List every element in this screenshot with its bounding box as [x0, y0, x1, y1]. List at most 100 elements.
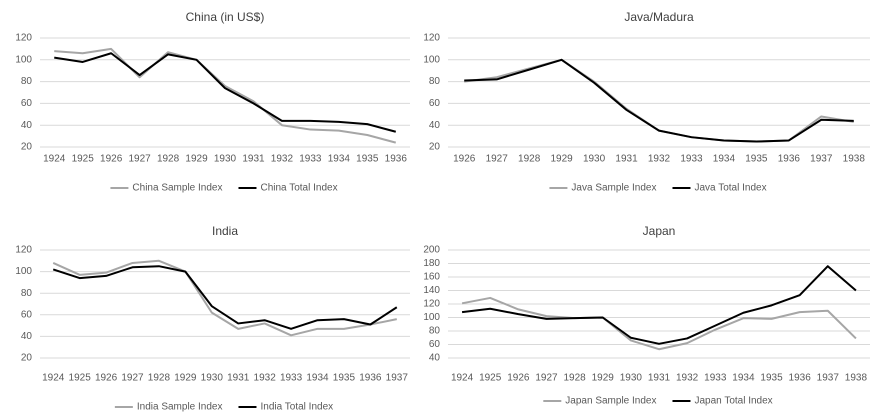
- x-tick-label: 1924: [451, 373, 474, 384]
- x-tick-label: 1928: [518, 154, 541, 165]
- x-tick-label: 1938: [845, 373, 868, 384]
- legend-label: Java Sample Index: [571, 183, 656, 194]
- x-tick-label: 1931: [615, 154, 638, 165]
- series-line: [52, 259, 397, 337]
- chart-title: Java/Madura: [624, 10, 694, 24]
- y-tick-label: 80: [429, 326, 441, 337]
- x-tick-label: 1934: [732, 373, 755, 384]
- x-tick-label: 1926: [95, 373, 118, 384]
- x-tick-label: 1935: [760, 373, 783, 384]
- y-tick-label: 100: [15, 266, 32, 277]
- x-tick-label: 1936: [385, 154, 408, 165]
- y-tick-label: 80: [21, 288, 33, 299]
- y-tick-label: 100: [423, 312, 440, 323]
- y-tick-label: 100: [423, 54, 440, 65]
- x-tick-label: 1937: [810, 154, 833, 165]
- x-tick-label: 1926: [100, 154, 123, 165]
- y-tick-label: 20: [21, 353, 33, 364]
- legend-label: Japan Sample Index: [565, 396, 656, 407]
- x-tick-label: 1928: [157, 154, 180, 165]
- chart-title: China (in US$): [186, 10, 265, 24]
- y-tick-label: 120: [423, 33, 440, 44]
- y-tick-label: 60: [429, 98, 441, 109]
- chart-title: India: [212, 224, 238, 238]
- series-line: [461, 265, 857, 345]
- y-tick-label: 80: [21, 76, 33, 87]
- legend-label: India Sample Index: [137, 402, 223, 413]
- x-tick-label: 1936: [778, 154, 801, 165]
- x-tick-label: 1933: [280, 373, 303, 384]
- x-tick-label: 1924: [43, 154, 66, 165]
- legend-label: China Total Index: [260, 183, 337, 194]
- x-tick-label: 1929: [185, 154, 208, 165]
- legend-label: China Sample Index: [132, 183, 222, 194]
- legend-label: Java Total Index: [694, 183, 766, 194]
- x-tick-label: 1926: [507, 373, 530, 384]
- x-tick-label: 1930: [214, 154, 237, 165]
- x-tick-label: 1934: [306, 373, 329, 384]
- series-line: [464, 58, 854, 143]
- y-tick-label: 200: [423, 245, 440, 256]
- y-tick-label: 60: [429, 339, 441, 350]
- x-tick-label: 1930: [620, 373, 643, 384]
- y-tick-label: 120: [423, 299, 440, 310]
- x-tick-label: 1934: [328, 154, 351, 165]
- series-line: [52, 265, 398, 330]
- x-tick-label: 1933: [704, 373, 727, 384]
- y-tick-label: 40: [429, 120, 441, 131]
- x-tick-label: 1925: [72, 154, 95, 165]
- x-tick-label: 1930: [583, 154, 606, 165]
- x-tick-label: 1936: [359, 373, 382, 384]
- y-tick-label: 40: [21, 331, 33, 342]
- y-tick-label: 60: [21, 309, 33, 320]
- x-tick-label: 1938: [843, 154, 866, 165]
- series-line: [54, 47, 397, 144]
- x-tick-label: 1932: [271, 154, 294, 165]
- y-tick-label: 40: [429, 353, 441, 364]
- x-tick-label: 1931: [648, 373, 671, 384]
- x-tick-label: 1928: [148, 373, 171, 384]
- x-tick-label: 1936: [789, 373, 812, 384]
- x-tick-label: 1932: [648, 154, 671, 165]
- x-tick-label: 1935: [745, 154, 768, 165]
- x-tick-label: 1935: [333, 373, 356, 384]
- x-tick-label: 1931: [227, 373, 250, 384]
- x-tick-label: 1934: [713, 154, 736, 165]
- x-tick-label: 1930: [201, 373, 224, 384]
- x-tick-label: 1933: [299, 154, 322, 165]
- y-tick-label: 160: [423, 272, 440, 283]
- y-tick-label: 180: [423, 258, 440, 269]
- y-tick-label: 20: [429, 142, 441, 153]
- y-tick-label: 100: [15, 54, 32, 65]
- legend-label: India Total Index: [260, 402, 333, 413]
- y-tick-label: 120: [15, 245, 32, 256]
- y-tick-label: 80: [429, 76, 441, 87]
- y-tick-label: 20: [21, 142, 33, 153]
- x-tick-label: 1929: [174, 373, 197, 384]
- series-line: [54, 52, 397, 133]
- x-tick-label: 1929: [550, 154, 573, 165]
- x-tick-label: 1935: [356, 154, 379, 165]
- x-tick-label: 1927: [121, 373, 144, 384]
- x-tick-label: 1927: [535, 373, 558, 384]
- series-line: [461, 296, 857, 351]
- x-tick-label: 1924: [42, 373, 65, 384]
- chart-title: Japan: [643, 224, 676, 238]
- x-tick-label: 1937: [817, 373, 840, 384]
- x-tick-label: 1937: [386, 373, 409, 384]
- x-tick-label: 1931: [242, 154, 265, 165]
- y-tick-label: 40: [21, 120, 33, 131]
- x-tick-label: 1932: [254, 373, 277, 384]
- x-tick-label: 1928: [563, 373, 586, 384]
- x-tick-label: 1927: [486, 154, 509, 165]
- x-tick-label: 1925: [479, 373, 502, 384]
- legend-label: Japan Total Index: [694, 396, 772, 407]
- x-tick-label: 1932: [676, 373, 699, 384]
- y-tick-label: 60: [21, 98, 33, 109]
- y-tick-label: 120: [15, 33, 32, 44]
- y-tick-label: 140: [423, 285, 440, 296]
- x-tick-label: 1929: [592, 373, 615, 384]
- x-tick-label: 1926: [453, 154, 476, 165]
- x-tick-label: 1925: [69, 373, 92, 384]
